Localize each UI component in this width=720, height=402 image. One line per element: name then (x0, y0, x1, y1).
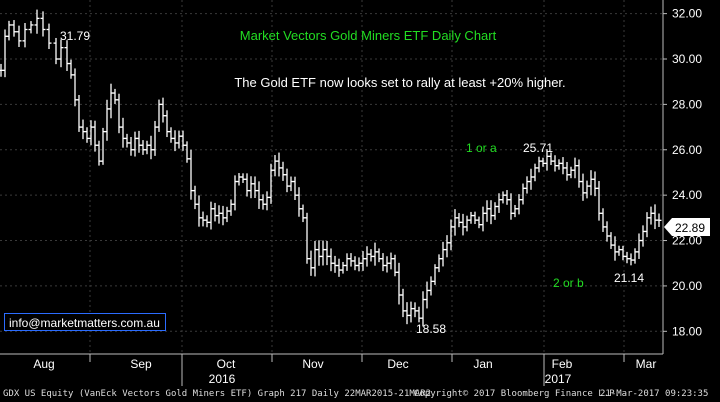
year-label: 2016 (209, 372, 236, 386)
ohlc-bar (22, 22, 28, 48)
x-axis-ticks: Aug Sep Oct Nov Dec Jan Feb Mar 2016 2017 (33, 354, 656, 386)
bloomberg-footer: GDX US Equity (VanEck Vectors Gold Miner… (0, 386, 720, 402)
last-price-marker: 22.89 (664, 218, 710, 236)
month-label: Jan (473, 357, 492, 371)
annotation-low-18-58: 18.58 (416, 322, 446, 336)
price-bars (0, 9, 662, 327)
y-tick-label: 20.00 (672, 279, 702, 293)
month-label: Oct (217, 357, 236, 371)
annotation-high-31-79: 31.79 (60, 29, 90, 43)
last-price-label: 22.89 (675, 221, 705, 235)
y-tick-label: 30.00 (672, 52, 702, 66)
y-tick-label: 28.00 (672, 97, 702, 111)
y-tick-label: 26.00 (672, 143, 702, 157)
ohlc-bar (11, 20, 17, 37)
ohlc-bar (6, 20, 12, 41)
month-label: Dec (387, 357, 408, 371)
ohlc-bar (28, 21, 34, 34)
footer-security-info: GDX US Equity (VanEck Vectors Gold Miner… (3, 389, 432, 399)
annotation-peak-25-71: 25.71 (523, 141, 553, 155)
year-label: 2017 (545, 372, 572, 386)
ohlc-bar (40, 11, 46, 37)
ohlc-bar (16, 25, 22, 47)
month-label: Feb (552, 357, 573, 371)
ohlc-bar (53, 37, 59, 65)
annotation-wave-1-or-a: 1 or a (466, 141, 497, 155)
y-axis-ticks: 18.00 20.00 22.00 24.00 26.00 28.00 30.00 32.00 (663, 7, 702, 338)
annotation-low-21-14: 21.14 (614, 271, 644, 285)
chart-title: Market Vectors Gold Miners ETF Daily Cha… (240, 28, 497, 43)
y-tick-label: 22.00 (672, 234, 702, 248)
y-tick-label: 32.00 (672, 7, 702, 21)
chart-subtitle: The Gold ETF now looks set to rally at l… (234, 75, 565, 90)
ohlc-bar (46, 23, 52, 50)
y-tick-label: 18.00 (672, 324, 702, 338)
info-email-box: info@marketmatters.com.au (4, 313, 166, 331)
month-label: Aug (33, 357, 54, 371)
ohlc-bar (34, 9, 40, 34)
y-tick-label: 24.00 (672, 188, 702, 202)
annotation-wave-2-or-b: 2 or b (553, 276, 584, 290)
ohlc-bar (656, 213, 662, 227)
footer-timestamp: 21-Mar-2017 09:23:35 (600, 389, 709, 399)
chart-grid (0, 0, 663, 354)
ohlc-bar (58, 39, 64, 68)
month-label: Sep (130, 357, 152, 371)
footer-copyright: Copyright© 2017 Bloomberg Finance L.P. (414, 389, 620, 399)
month-label: Mar (636, 357, 657, 371)
month-label: Nov (302, 357, 323, 371)
